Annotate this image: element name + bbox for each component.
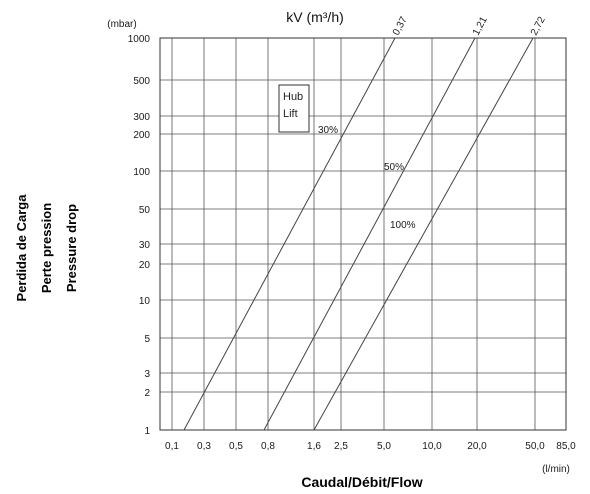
y-tick-label: 20	[139, 260, 151, 271]
y-tick-label: 5	[144, 334, 150, 345]
y-tick-label: 10	[139, 296, 151, 307]
y-tick-label: 3	[144, 369, 150, 380]
y-axis-title-line-2: Perte pression	[39, 203, 54, 293]
curve-kv-2-72	[313, 37, 534, 431]
y-tick-label: 500	[133, 76, 150, 87]
y-axis-title-line-3: Pressure drop	[64, 204, 79, 292]
x-tick-labels: 0,1 0,3 0,5 0,8 1,6 2,5 5,0 10,0 20,0 50,0 85,0	[165, 441, 576, 452]
y-tick-label: 1000	[128, 34, 151, 45]
x-tick-label: 85,0	[556, 441, 576, 452]
curve-kv-0-37	[183, 37, 396, 431]
y-tick-labels: 1000 500 300 200 100 50 30 20 10 5 3 2 1	[128, 34, 151, 437]
y-tick-label: 200	[133, 130, 150, 141]
legend-box: Hub Lift	[278, 84, 310, 133]
opening-label: 100%	[390, 220, 416, 231]
curve-label-kv: 1,21	[471, 15, 490, 38]
y-unit-label: (mbar)	[107, 19, 136, 30]
x-tick-label: 0,3	[197, 441, 211, 452]
x-tick-label: 0,5	[229, 441, 243, 452]
x-tick-label: 10,0	[422, 441, 442, 452]
x-tick-label: 0,1	[165, 441, 179, 452]
y-axis-title: Perdida de Carga Perte pression Pressure…	[14, 194, 79, 302]
y-axis-title-line-1: Perdida de Carga	[14, 194, 29, 302]
opening-label: 50%	[384, 162, 404, 173]
x-tick-label: 1,6	[307, 441, 321, 452]
legend-box-frame	[278, 84, 310, 133]
x-axis-title: Caudal/Débit/Flow	[301, 474, 422, 490]
x-tick-label: 5,0	[377, 441, 391, 452]
curve-kv-1-21	[263, 37, 476, 431]
x-tick-label: 20,0	[467, 441, 487, 452]
legend-line-1: Hub	[283, 91, 303, 103]
y-tick-label: 1	[144, 426, 150, 437]
x-tick-label: 2,5	[334, 441, 348, 452]
grid	[159, 37, 567, 431]
chart-title: kV (m³/h)	[286, 9, 344, 25]
opening-label: 30%	[318, 125, 338, 136]
x-unit-label: (l/min)	[542, 464, 570, 475]
x-tick-label: 0,8	[261, 441, 275, 452]
y-tick-label: 2	[144, 388, 150, 399]
curve-label-kv: 2,72	[529, 15, 548, 38]
y-tick-label: 30	[139, 240, 151, 251]
curve-label-kv: 0,37	[391, 15, 410, 38]
legend-line-2: Lift	[283, 108, 298, 120]
x-tick-label: 50,0	[525, 441, 545, 452]
y-tick-label: 300	[133, 112, 150, 123]
y-tick-label: 50	[139, 205, 151, 216]
plot-frame	[159, 37, 567, 431]
y-tick-label: 100	[133, 167, 150, 178]
curves: 0,37 30% 1,21 50% 2,72 100%	[183, 15, 548, 431]
